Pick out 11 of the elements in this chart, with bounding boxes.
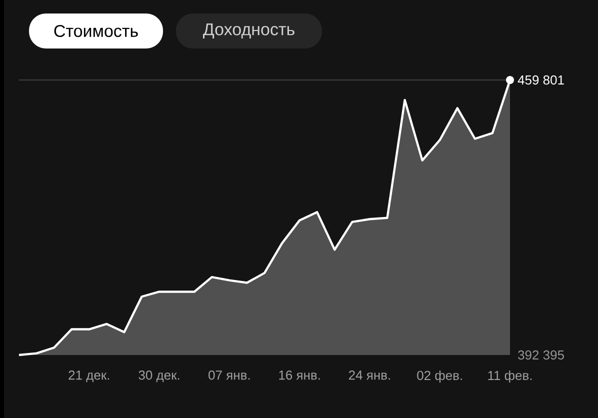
x-tick-label: 07 янв. xyxy=(208,370,250,380)
x-tick-label: 11 фев. xyxy=(488,370,532,383)
x-tick-label: 24 янв. xyxy=(348,370,390,380)
chart-title: Стоимость xyxy=(54,24,138,38)
y-tick-label: 459 801 xyxy=(518,75,564,85)
x-tick-label: 16 янв. xyxy=(279,370,320,380)
x-tick-label: 02 фев. xyxy=(417,370,462,383)
chart-subtitle: Доходность xyxy=(203,23,294,39)
x-tick-label: 21 дек. xyxy=(68,370,110,382)
y-tick-label: 392 395 xyxy=(518,350,564,360)
x-tick-label: 30 дек. xyxy=(138,370,180,382)
